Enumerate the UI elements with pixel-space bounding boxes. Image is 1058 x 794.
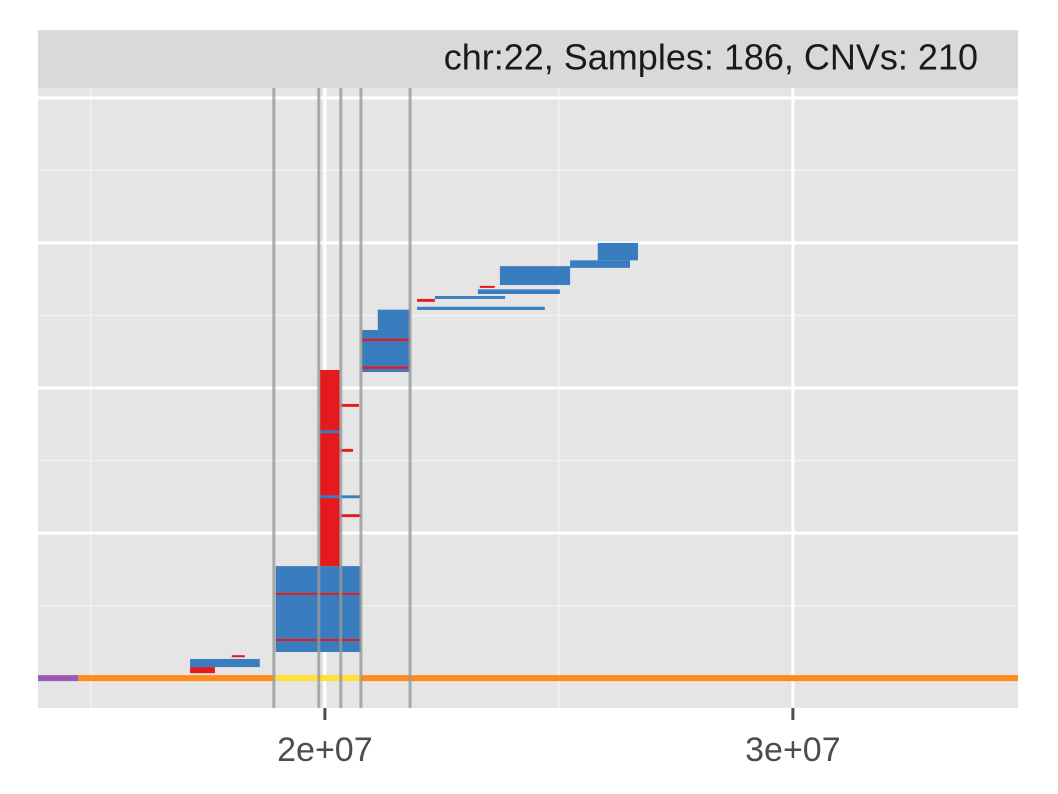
cnv-segment xyxy=(361,366,411,369)
cnv-segment xyxy=(434,296,506,299)
x-tick-label: 2e+07 xyxy=(277,731,373,769)
cnv-segment xyxy=(319,448,353,452)
strip xyxy=(38,30,1018,88)
cnv-segment xyxy=(417,298,435,302)
chart-title: chr:22, Samples: 186, CNVs: 210 xyxy=(444,37,978,78)
cnv-segment xyxy=(231,655,245,658)
cnv-segment xyxy=(570,260,631,268)
cnv-segment xyxy=(319,430,340,434)
cnv-segment xyxy=(361,338,411,341)
cnv-segment xyxy=(597,242,638,261)
cnv-segment xyxy=(377,309,411,330)
cnv-segment xyxy=(479,285,495,288)
cnv-segment xyxy=(417,306,545,310)
cytoband xyxy=(38,675,79,682)
cytoband xyxy=(78,675,274,682)
x-tick-label: 3e+07 xyxy=(745,731,841,769)
cnv-segment xyxy=(319,370,340,567)
cnv-segment xyxy=(361,329,411,373)
panel xyxy=(38,88,1018,708)
cnv-segment xyxy=(190,658,260,668)
cnv-segment xyxy=(190,667,215,674)
cnv-segment xyxy=(477,289,560,294)
cnv-segment xyxy=(499,266,571,285)
cytoband xyxy=(360,675,1019,682)
